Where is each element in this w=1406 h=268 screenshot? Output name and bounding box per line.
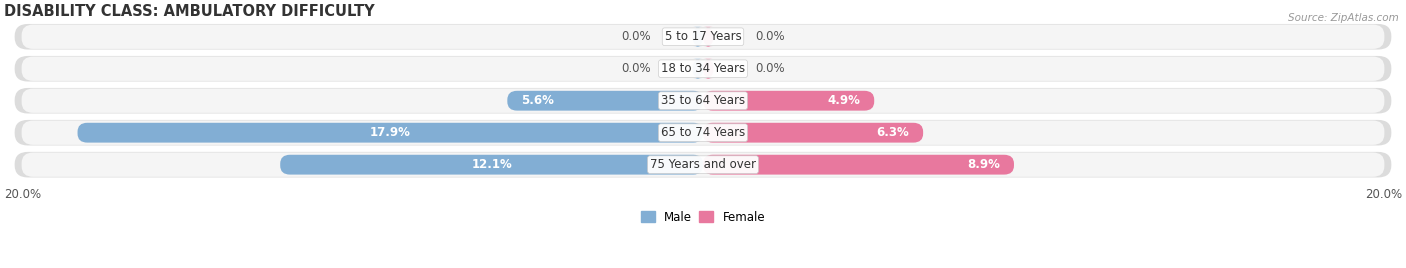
Text: 18 to 34 Years: 18 to 34 Years xyxy=(661,62,745,75)
FancyBboxPatch shape xyxy=(77,123,703,143)
FancyBboxPatch shape xyxy=(693,27,703,47)
FancyBboxPatch shape xyxy=(703,155,1014,174)
FancyBboxPatch shape xyxy=(280,155,703,174)
FancyBboxPatch shape xyxy=(703,123,924,143)
Text: 75 Years and over: 75 Years and over xyxy=(650,158,756,171)
Text: 4.9%: 4.9% xyxy=(827,94,860,107)
Text: 35 to 64 Years: 35 to 64 Years xyxy=(661,94,745,107)
FancyBboxPatch shape xyxy=(14,120,1392,146)
FancyBboxPatch shape xyxy=(693,59,703,79)
Text: 20.0%: 20.0% xyxy=(4,188,41,201)
Text: 12.1%: 12.1% xyxy=(471,158,512,171)
Text: 0.0%: 0.0% xyxy=(621,62,651,75)
FancyBboxPatch shape xyxy=(21,152,1385,177)
FancyBboxPatch shape xyxy=(21,57,1385,81)
FancyBboxPatch shape xyxy=(14,24,1392,50)
Text: 5.6%: 5.6% xyxy=(522,94,554,107)
FancyBboxPatch shape xyxy=(21,25,1385,49)
FancyBboxPatch shape xyxy=(14,152,1392,177)
FancyBboxPatch shape xyxy=(508,91,703,111)
Text: 5 to 17 Years: 5 to 17 Years xyxy=(665,30,741,43)
Text: 65 to 74 Years: 65 to 74 Years xyxy=(661,126,745,139)
FancyBboxPatch shape xyxy=(703,59,713,79)
FancyBboxPatch shape xyxy=(21,88,1385,113)
FancyBboxPatch shape xyxy=(21,121,1385,145)
FancyBboxPatch shape xyxy=(703,91,875,111)
FancyBboxPatch shape xyxy=(14,88,1392,114)
Text: 0.0%: 0.0% xyxy=(755,62,785,75)
Text: 0.0%: 0.0% xyxy=(621,30,651,43)
Text: 0.0%: 0.0% xyxy=(755,30,785,43)
Text: 8.9%: 8.9% xyxy=(967,158,1000,171)
FancyBboxPatch shape xyxy=(14,56,1392,81)
Legend: Male, Female: Male, Female xyxy=(636,206,770,229)
Text: DISABILITY CLASS: AMBULATORY DIFFICULTY: DISABILITY CLASS: AMBULATORY DIFFICULTY xyxy=(4,4,375,19)
Text: 17.9%: 17.9% xyxy=(370,126,411,139)
Text: 20.0%: 20.0% xyxy=(1365,188,1402,201)
FancyBboxPatch shape xyxy=(703,27,713,47)
Text: 6.3%: 6.3% xyxy=(876,126,910,139)
Text: Source: ZipAtlas.com: Source: ZipAtlas.com xyxy=(1288,13,1399,23)
